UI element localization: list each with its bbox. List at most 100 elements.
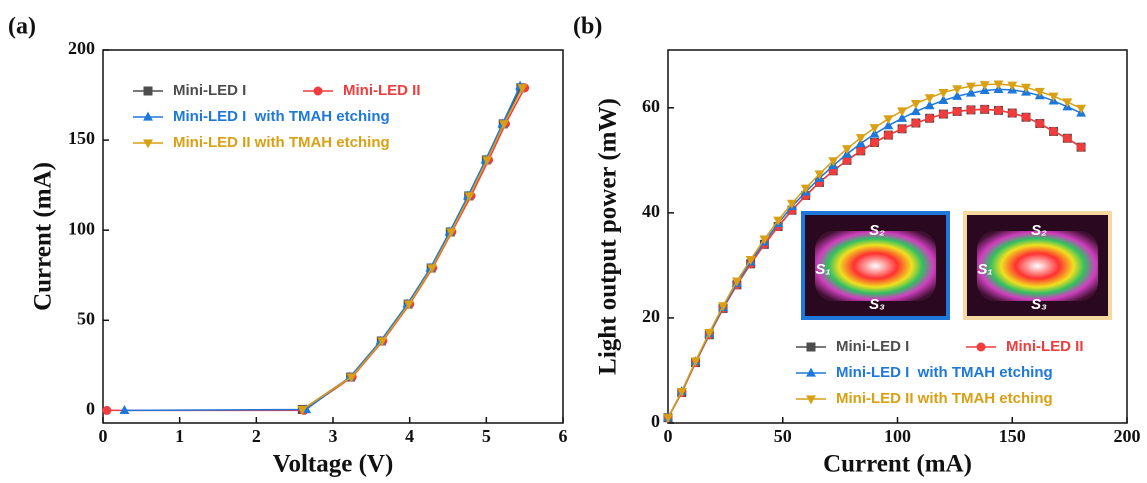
x-axis-title: Current (mA)	[823, 451, 972, 478]
y-tick-label: 200	[68, 38, 95, 58]
data-point	[870, 137, 880, 147]
data-point	[297, 405, 308, 415]
x-tick-label: 150	[999, 426, 1026, 446]
x-tick-label: 200	[1114, 426, 1141, 446]
x-tick-label: 50	[774, 426, 792, 446]
data-point	[842, 145, 852, 155]
data-point	[731, 277, 742, 287]
data-point	[856, 146, 866, 156]
x-tick-label: 0	[664, 426, 673, 446]
data-point	[446, 228, 457, 238]
data-point	[1007, 108, 1017, 118]
y-tick-label: 60	[642, 96, 660, 116]
x-tick-label: 6	[559, 426, 568, 446]
data-point	[1034, 87, 1045, 97]
data-point	[938, 95, 949, 105]
y-tick-label: 40	[642, 201, 660, 221]
data-point	[869, 124, 880, 134]
legend-label: Mini-LED I	[173, 82, 246, 99]
data-point	[786, 199, 797, 209]
x-tick-label: 3	[329, 426, 338, 446]
legend-label: Mini-LED I with TMAH etching	[836, 364, 1053, 381]
x-tick-label: 1	[175, 426, 184, 446]
inset-image: S₂ S₁ S₃	[801, 211, 950, 320]
y-axis-title: Light output power (mW)	[595, 98, 622, 375]
data-point	[952, 85, 963, 95]
y-tick-label: 20	[642, 306, 660, 326]
data-point	[855, 134, 866, 144]
legend-marker	[143, 111, 153, 121]
y-tick-label: 0	[651, 411, 660, 431]
x-tick-label: 100	[884, 426, 911, 446]
data-point	[464, 192, 475, 202]
series-line	[301, 87, 524, 411]
y-tick-label: 0	[86, 399, 95, 419]
data-point	[938, 109, 948, 119]
data-point	[1035, 119, 1045, 129]
data-point	[952, 106, 962, 116]
data-point	[1076, 104, 1087, 114]
inset-label: S₁	[977, 261, 992, 278]
data-point	[517, 84, 528, 94]
inset-label: S₂	[869, 222, 885, 239]
data-point	[102, 405, 112, 415]
data-point	[980, 104, 990, 114]
inset-label: S₃	[1031, 296, 1047, 313]
legend-marker	[143, 139, 153, 149]
x-tick-label: 5	[482, 426, 491, 446]
data-point	[676, 387, 687, 397]
legend-label: Mini-LED II	[1006, 338, 1084, 355]
plot-frame	[102, 49, 564, 424]
y-axis-title: Current (mA)	[30, 162, 57, 311]
data-point	[814, 170, 825, 180]
data-point	[897, 112, 908, 122]
data-point	[119, 404, 130, 414]
data-point	[426, 264, 437, 274]
y-tick-label: 150	[68, 128, 95, 148]
legend-marker	[313, 86, 323, 96]
legend-label: Mini-LED I	[836, 338, 909, 355]
data-point	[883, 120, 894, 130]
inset-label: S₃	[869, 296, 885, 313]
data-point	[1062, 133, 1072, 143]
x-tick-label: 0	[99, 426, 108, 446]
data-point	[403, 300, 414, 310]
legend-marker	[143, 86, 153, 96]
data-point	[925, 113, 935, 123]
legend-label: Mini-LED I with TMAH etching	[173, 108, 390, 125]
data-point	[718, 302, 729, 312]
y-tick-label: 50	[77, 308, 95, 328]
data-point	[842, 155, 852, 165]
data-point	[952, 90, 963, 100]
data-point	[966, 105, 976, 115]
legend-marker	[976, 342, 986, 352]
data-point	[883, 130, 893, 140]
data-point	[377, 337, 388, 347]
data-point	[965, 87, 976, 97]
panel-label: (a)	[8, 14, 36, 40]
y-tick-label: 100	[68, 218, 95, 238]
data-point	[800, 184, 811, 194]
inset-image: S₂ S₁ S₃	[963, 211, 1112, 320]
data-point	[1021, 112, 1031, 122]
data-point	[663, 414, 673, 424]
inset-label: S₂	[1031, 222, 1047, 239]
legend-marker	[806, 395, 816, 405]
x-tick-label: 4	[405, 426, 414, 446]
legend-label: Mini-LED II	[343, 82, 421, 99]
data-point	[828, 157, 839, 167]
data-point	[1049, 126, 1059, 136]
emission-map	[977, 231, 1098, 301]
x-axis-title: Voltage (V)	[273, 451, 394, 478]
x-tick-label: 2	[252, 426, 261, 446]
data-point	[1021, 83, 1031, 93]
data-point	[897, 124, 907, 134]
data-point	[346, 373, 357, 383]
data-point	[1007, 81, 1018, 91]
data-point	[773, 216, 784, 226]
panel-label: (b)	[573, 14, 602, 40]
data-point	[745, 256, 756, 266]
data-point	[910, 99, 921, 109]
legend-marker	[806, 342, 816, 352]
